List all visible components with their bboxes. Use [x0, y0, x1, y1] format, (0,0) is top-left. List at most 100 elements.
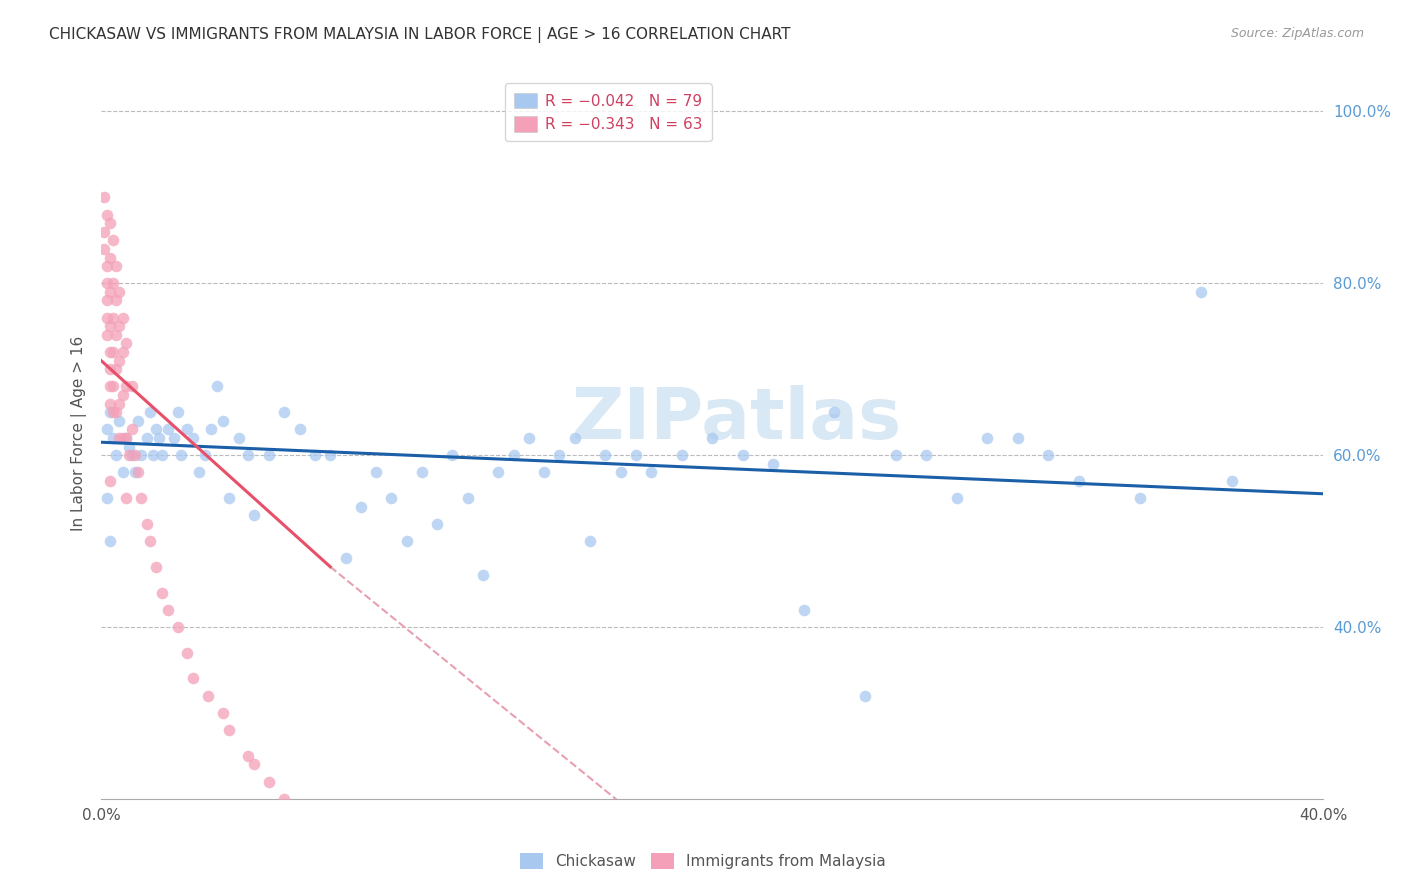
Point — [136, 516, 159, 531]
Point — [98, 319, 121, 334]
Point — [1067, 474, 1090, 488]
Point — [472, 568, 495, 582]
Point — [212, 706, 235, 720]
Point — [105, 448, 128, 462]
Point — [103, 405, 125, 419]
Point — [181, 672, 204, 686]
Point — [593, 448, 616, 462]
Point — [548, 448, 571, 462]
Point — [350, 500, 373, 514]
Point — [218, 491, 240, 505]
Point — [114, 431, 136, 445]
Point — [145, 422, 167, 436]
Point — [98, 216, 121, 230]
Point — [853, 689, 876, 703]
Point — [93, 242, 115, 256]
Point — [96, 422, 118, 436]
Point — [93, 225, 115, 239]
Point — [517, 431, 540, 445]
Point — [702, 431, 724, 445]
Point — [114, 491, 136, 505]
Point — [319, 448, 342, 462]
Point — [96, 293, 118, 308]
Point — [108, 353, 131, 368]
Point — [411, 465, 433, 479]
Point — [579, 534, 602, 549]
Point — [150, 585, 173, 599]
Point — [98, 379, 121, 393]
Point — [187, 465, 209, 479]
Point — [502, 448, 524, 462]
Point — [194, 448, 217, 462]
Point — [103, 310, 125, 325]
Point — [117, 448, 139, 462]
Point — [169, 448, 191, 462]
Point — [609, 465, 631, 479]
Point — [98, 534, 121, 549]
Point — [945, 491, 967, 505]
Point — [114, 431, 136, 445]
Point — [127, 465, 149, 479]
Point — [93, 190, 115, 204]
Point — [111, 388, 134, 402]
Point — [114, 336, 136, 351]
Point — [148, 431, 170, 445]
Point — [105, 327, 128, 342]
Point — [145, 559, 167, 574]
Point — [212, 414, 235, 428]
Point — [157, 603, 180, 617]
Point — [121, 422, 143, 436]
Point — [273, 405, 295, 419]
Point — [111, 345, 134, 359]
Point — [640, 465, 662, 479]
Point — [1189, 285, 1212, 299]
Point — [731, 448, 754, 462]
Point — [304, 448, 326, 462]
Point — [129, 448, 152, 462]
Point — [163, 431, 186, 445]
Point — [236, 748, 259, 763]
Point — [1007, 431, 1029, 445]
Point — [236, 448, 259, 462]
Legend: R = −0.042   N = 79, R = −0.343   N = 63: R = −0.042 N = 79, R = −0.343 N = 63 — [505, 84, 711, 142]
Point — [335, 551, 357, 566]
Point — [124, 465, 146, 479]
Point — [671, 448, 693, 462]
Point — [243, 757, 266, 772]
Point — [105, 293, 128, 308]
Point — [1129, 491, 1152, 505]
Point — [823, 405, 845, 419]
Point — [257, 448, 280, 462]
Point — [624, 448, 647, 462]
Point — [103, 277, 125, 291]
Point — [98, 251, 121, 265]
Point — [915, 448, 938, 462]
Point — [181, 431, 204, 445]
Point — [117, 440, 139, 454]
Point — [96, 491, 118, 505]
Point — [139, 534, 162, 549]
Point — [380, 491, 402, 505]
Point — [96, 259, 118, 273]
Point — [103, 431, 125, 445]
Point — [176, 646, 198, 660]
Text: Source: ZipAtlas.com: Source: ZipAtlas.com — [1230, 27, 1364, 40]
Point — [976, 431, 998, 445]
Point — [366, 465, 388, 479]
Point — [98, 405, 121, 419]
Point — [564, 431, 586, 445]
Point — [1038, 448, 1060, 462]
Point — [273, 791, 295, 805]
Point — [96, 327, 118, 342]
Point — [111, 465, 134, 479]
Point — [98, 345, 121, 359]
Point — [105, 362, 128, 376]
Point — [136, 431, 159, 445]
Point — [98, 474, 121, 488]
Point — [105, 405, 128, 419]
Point — [150, 448, 173, 462]
Point — [108, 414, 131, 428]
Point — [108, 319, 131, 334]
Point — [108, 396, 131, 410]
Point — [98, 362, 121, 376]
